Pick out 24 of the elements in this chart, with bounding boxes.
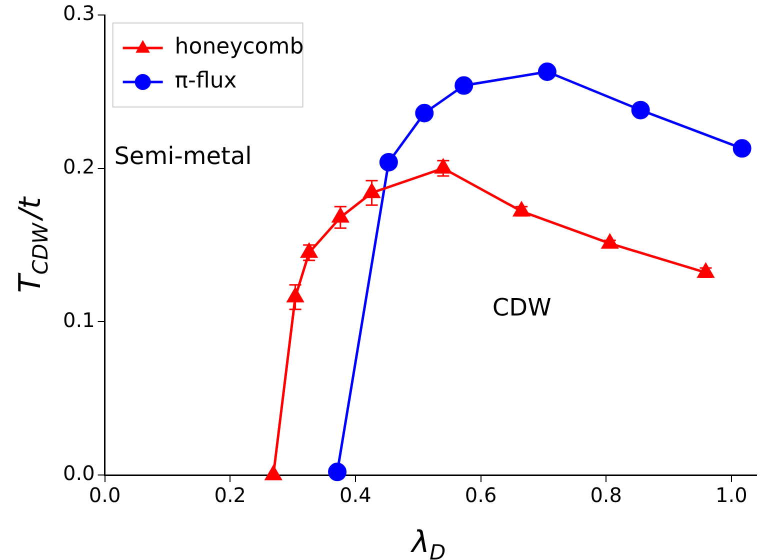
x-tick-label: 0.8 bbox=[590, 483, 622, 508]
y-tick-label: 0.2 bbox=[62, 154, 95, 179]
point bbox=[379, 152, 398, 172]
legend-label: honeycomb bbox=[174, 34, 304, 60]
point bbox=[287, 288, 304, 302]
point bbox=[631, 100, 650, 120]
x-tick-label: 0.6 bbox=[464, 483, 497, 508]
y-axis-title: TCDW/t bbox=[13, 196, 52, 293]
point bbox=[415, 104, 434, 122]
annotation: Semi-metal bbox=[114, 142, 252, 170]
x-tick-label: 0.2 bbox=[214, 483, 246, 508]
x-tick-label: 1.0 bbox=[716, 483, 748, 508]
x-tick-label: 0.0 bbox=[88, 483, 121, 508]
annotation: CDW bbox=[492, 294, 552, 322]
point bbox=[732, 139, 752, 158]
y-tick-label: 0.0 bbox=[62, 461, 95, 486]
y-tick-label: 0.1 bbox=[62, 308, 95, 332]
x-tick-label: 0.4 bbox=[340, 483, 372, 508]
point bbox=[454, 76, 474, 95]
legend-label: π-flux bbox=[174, 68, 237, 94]
y-tick-label: 0.3 bbox=[62, 1, 95, 26]
point bbox=[300, 243, 318, 258]
point bbox=[265, 466, 282, 480]
point bbox=[538, 62, 556, 81]
